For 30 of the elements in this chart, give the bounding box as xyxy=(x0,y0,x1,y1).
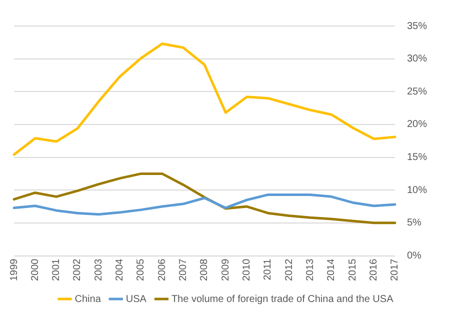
y-tick-label: 5% xyxy=(406,218,422,229)
x-tick-label: 2005 xyxy=(136,258,147,282)
y-tick-label: 35% xyxy=(406,20,428,32)
x-tick-label: 2006 xyxy=(156,258,168,282)
x-tick-label: 2000 xyxy=(30,258,41,282)
x-tick-label: 2014 xyxy=(326,258,338,282)
x-tick-label: 2017 xyxy=(390,258,401,282)
x-tick-label: 2002 xyxy=(72,258,84,282)
legend-label: USA xyxy=(126,294,147,305)
x-tick-label: 2001 xyxy=(51,258,62,282)
y-tick-label: 20% xyxy=(406,119,428,130)
legend-label: The volume of foreign trade of China and the USA xyxy=(171,294,394,305)
x-tick-label: 2011 xyxy=(262,258,274,280)
x-tick-label: 2004 xyxy=(114,258,126,282)
x-tick-label: 2008 xyxy=(199,258,210,282)
x-tick-label: 2016 xyxy=(368,258,380,282)
y-tick-label: 30% xyxy=(406,54,428,65)
y-tick-label: 10% xyxy=(406,184,428,196)
legend-label: China xyxy=(74,294,102,305)
x-tick-label: 2003 xyxy=(93,258,104,282)
x-tick-label: 2012 xyxy=(284,258,295,282)
x-tick-label: 2013 xyxy=(305,258,316,282)
y-tick-label: 25% xyxy=(406,86,428,98)
x-tick-label: 2010 xyxy=(242,258,253,282)
x-tick-label: 2015 xyxy=(347,258,358,282)
x-tick-label: 1999 xyxy=(8,258,20,282)
y-tick-label: 15% xyxy=(406,152,428,164)
x-tick-label: 2009 xyxy=(220,258,232,282)
y-tick-label: 0% xyxy=(406,250,422,262)
x-tick-label: 2007 xyxy=(178,258,190,282)
